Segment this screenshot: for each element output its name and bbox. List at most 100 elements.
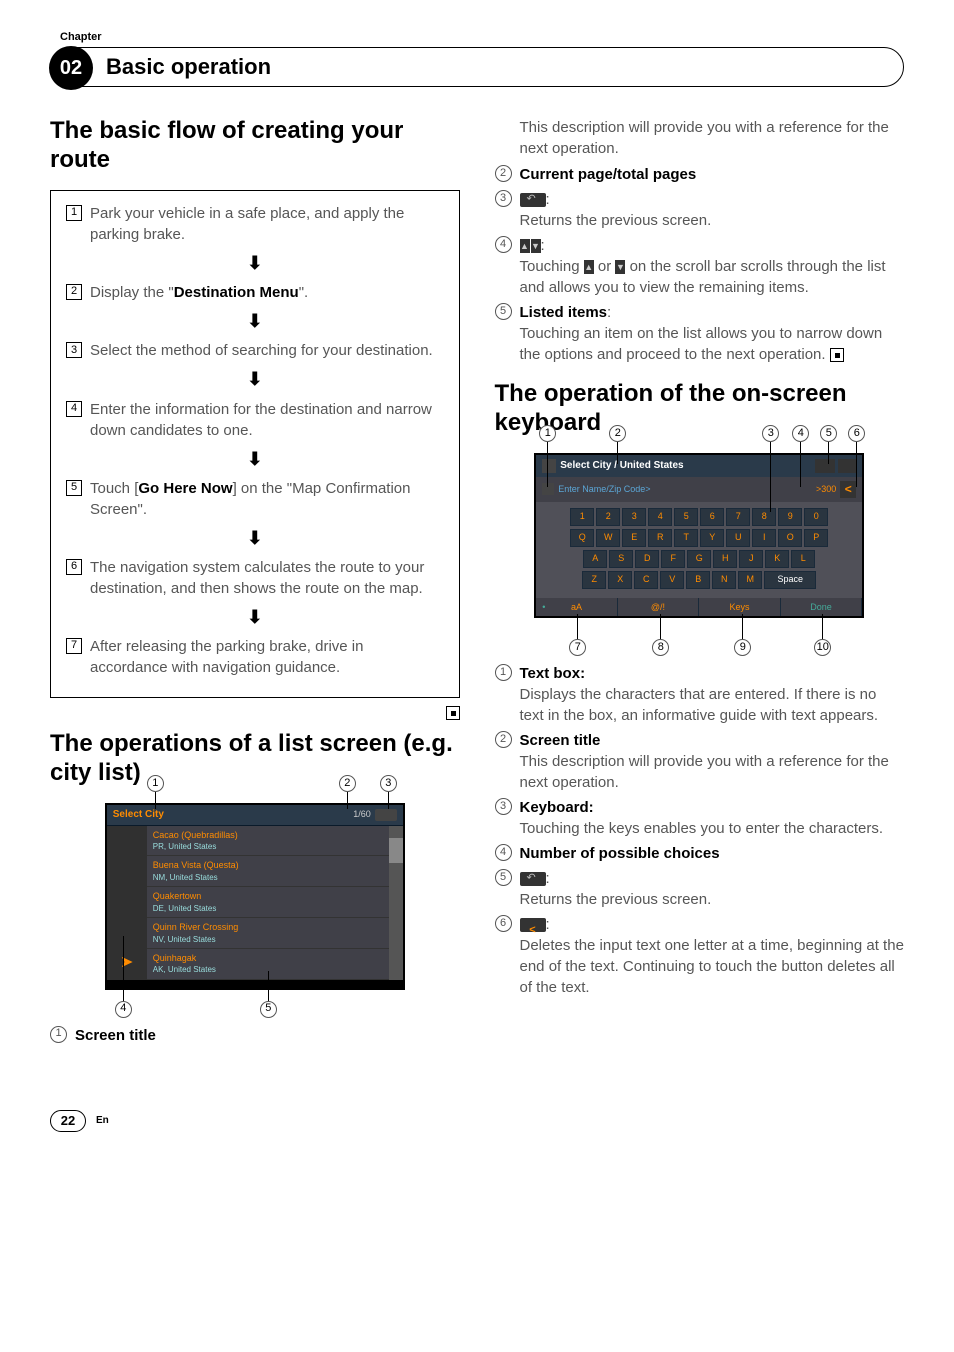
kb-key[interactable]: F	[661, 550, 685, 568]
kb-key[interactable]: L	[791, 550, 815, 568]
kb-placeholder: Enter Name/Zip Code>	[558, 483, 650, 496]
kb-key[interactable]: C	[634, 571, 658, 589]
legend-desc: Touching the keys enables you to enter t…	[520, 818, 905, 839]
chapter-number-badge: 02	[49, 46, 93, 90]
kb-key[interactable]: H	[713, 550, 737, 568]
kb-key[interactable]: 2	[596, 508, 620, 526]
legend-term: Number of possible choices	[520, 845, 720, 862]
list-item[interactable]: Quinn River CrossingNV, United States	[147, 918, 389, 949]
back-button[interactable]	[375, 809, 397, 821]
callout-6: 6	[848, 425, 865, 442]
kb-key[interactable]: 3	[622, 508, 646, 526]
back-icon	[520, 193, 546, 207]
kb-key[interactable]: M	[738, 571, 762, 589]
kb-key[interactable]: 7	[726, 508, 750, 526]
back-icon	[520, 872, 546, 886]
legend-num: 2	[495, 731, 512, 748]
kb-back-button[interactable]	[815, 459, 835, 473]
kb-key[interactable]: A	[583, 550, 607, 568]
kb-key[interactable]: K	[765, 550, 789, 568]
kb-key[interactable]: 0	[804, 508, 828, 526]
legend-desc: Returns the previous screen.	[520, 889, 905, 910]
kb-key[interactable]: R	[648, 529, 672, 547]
delete-icon	[520, 918, 546, 932]
flow-step-text: Touch [Go Here Now] on the "Map Confirma…	[90, 478, 444, 520]
kb-key[interactable]: I	[752, 529, 776, 547]
kb-key[interactable]: X	[608, 571, 632, 589]
callout-2: 2	[339, 775, 356, 792]
flow-step-text: Display the "Destination Menu".	[90, 282, 444, 303]
scroll-icon: ▲▼	[520, 239, 541, 253]
callout-3: 3	[762, 425, 779, 442]
kb-key[interactable]: Q	[570, 529, 594, 547]
kb-key[interactable]: T	[674, 529, 698, 547]
chapter-title: Basic operation	[106, 52, 271, 83]
kb-key[interactable]: N	[712, 571, 736, 589]
legend-num: 6	[495, 915, 512, 932]
section1-heading: The basic flow of creating your route	[50, 117, 460, 175]
kb-key[interactable]: 5	[674, 508, 698, 526]
kb-key[interactable]: O	[778, 529, 802, 547]
legend-num: 5	[495, 303, 512, 320]
list-item[interactable]: QuakertownDE, United States	[147, 887, 389, 918]
kb-key[interactable]: D	[635, 550, 659, 568]
kb-key[interactable]: J	[739, 550, 763, 568]
kb-key[interactable]: B	[686, 571, 710, 589]
kb-key[interactable]: 1	[570, 508, 594, 526]
callout-2: 2	[609, 425, 626, 442]
kb-keys-button[interactable]: Keys	[699, 598, 781, 617]
flow-step-num: 7	[66, 638, 82, 654]
legend-term: Keyboard:	[520, 799, 594, 816]
legend-num: 1	[495, 664, 512, 681]
flow-step-text: After releasing the parking brake, drive…	[90, 636, 444, 678]
kb-key[interactable]: 4	[648, 508, 672, 526]
kb-key[interactable]: V	[660, 571, 684, 589]
kb-key[interactable]: E	[622, 529, 646, 547]
flow-box: 1Park your vehicle in a safe place, and …	[50, 190, 460, 698]
kb-key[interactable]: U	[726, 529, 750, 547]
kb-count: >300	[816, 483, 836, 496]
list-items: Cacao (Quebradillas)PR, United States Bu…	[147, 826, 389, 980]
callout-1: 1	[539, 425, 556, 442]
legend-num: 1	[50, 1026, 67, 1043]
kb-key[interactable]: 6	[700, 508, 724, 526]
callout-5: 5	[820, 425, 837, 442]
list-item[interactable]: Buena Vista (Questa)NM, United States	[147, 856, 389, 887]
compass-icon: ➤	[107, 826, 147, 980]
kb-key[interactable]: Z	[582, 571, 606, 589]
kb-ok-button[interactable]	[838, 459, 856, 473]
legend-desc: This description will provide you with a…	[520, 751, 905, 793]
legend-desc: Returns the previous screen.	[520, 210, 905, 231]
callout-1: 1	[147, 775, 164, 792]
callout-4: 4	[792, 425, 809, 442]
kb-key[interactable]: 9	[778, 508, 802, 526]
down-arrow-icon: ⬇	[66, 367, 444, 392]
legend-desc: Deletes the input text one letter at a t…	[520, 935, 905, 998]
kb-keys: 1234567890 QWERTYUIOP ASDFGHJKL ZXCVBNMS…	[536, 502, 862, 598]
kb-key[interactable]: Y	[700, 529, 724, 547]
kb-key[interactable]: P	[804, 529, 828, 547]
kb-key[interactable]: 8	[752, 508, 776, 526]
legend-term: Current page/total pages	[520, 166, 697, 183]
scrollbar[interactable]	[389, 826, 403, 980]
page-number: 22	[50, 1110, 86, 1132]
kb-key[interactable]: W	[596, 529, 620, 547]
kb-key[interactable]: G	[687, 550, 711, 568]
flow-step-text: Park your vehicle in a safe place, and a…	[90, 203, 444, 245]
flow-step-num: 3	[66, 342, 82, 358]
flow-step-num: 6	[66, 559, 82, 575]
kb-title: Select City / United States	[560, 459, 683, 473]
keyboard-screenshot: 1 2 3 4 5 6 Select City / United States	[534, 453, 864, 618]
kb-key[interactable]: S	[609, 550, 633, 568]
list-item[interactable]: Cacao (Quebradillas)PR, United States	[147, 826, 389, 857]
list-title: Select City	[113, 808, 164, 822]
callout-5: 5	[260, 1001, 277, 1018]
kb-space-key[interactable]: Space	[764, 571, 816, 589]
flow-step-text: Select the method of searching for your …	[90, 340, 444, 361]
callout-8: 8	[652, 639, 669, 656]
kb-delete-button[interactable]: <	[840, 481, 856, 498]
section2-heading: The operations of a list screen (e.g. ci…	[50, 730, 460, 788]
down-arrow-icon: ⬇	[66, 309, 444, 334]
down-arrow-icon: ⬇	[66, 447, 444, 472]
kb-symbols-button[interactable]: @/!	[618, 598, 700, 617]
